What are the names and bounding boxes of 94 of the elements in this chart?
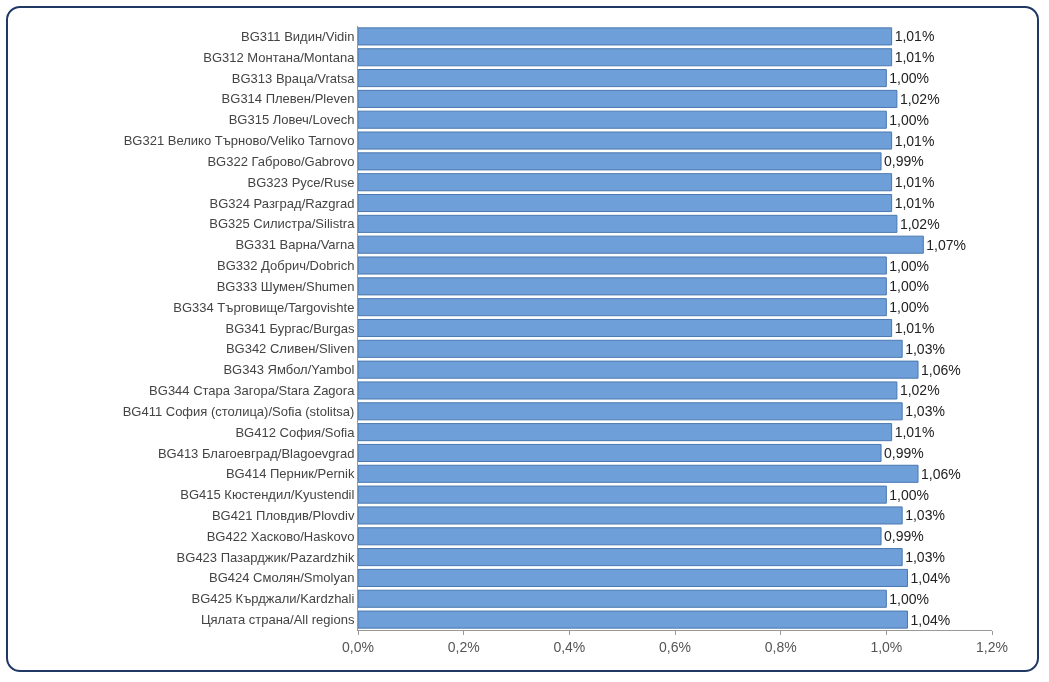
data-label: 1,06%	[921, 361, 961, 378]
bar	[358, 339, 903, 358]
x-tick-label: 0,0%	[342, 638, 374, 655]
x-tick-label: 0,8%	[764, 638, 797, 655]
bar	[358, 173, 893, 192]
y-tick-label: BG332 Добрич/Dobrich	[217, 258, 355, 274]
y-tick-label: BG421 Пловдив/Plovdiv	[211, 508, 355, 523]
bar	[358, 506, 903, 525]
y-tick-label: BG423 Пазарджик/Pazardzhik	[176, 549, 355, 565]
y-tick-label: BG313 Враца/Vratsa	[231, 70, 356, 86]
y-tick-label: BG344 Стара Загора/Stara Zagora	[149, 383, 356, 399]
data-label: 1,00%	[889, 111, 930, 128]
y-tick-label: Цялата страна/All regions	[200, 612, 355, 628]
bar	[358, 464, 919, 483]
bar	[358, 298, 887, 317]
data-label: 1,01%	[894, 132, 935, 149]
y-tick-label: BG323 Русе/Ruse	[247, 174, 355, 190]
data-label: 0,99%	[884, 528, 924, 545]
y-tick-label: BG322 Габрово/Gabrovo	[207, 153, 355, 169]
bar	[358, 152, 882, 171]
y-tick-label: BG425 Кърджали/Kardzhali	[191, 591, 355, 607]
bar	[358, 318, 893, 338]
data-label: 1,01%	[894, 28, 935, 45]
data-label: 1,03%	[905, 340, 945, 357]
data-label: 1,03%	[905, 507, 945, 524]
data-label: 1,00%	[889, 70, 930, 87]
bar	[358, 27, 893, 46]
data-label: 1,02%	[899, 215, 940, 232]
x-tick-label: 0,2%	[447, 638, 480, 655]
data-label: 1,02%	[899, 90, 940, 107]
y-tick-label: BG324 Разград/Razgrad	[209, 195, 355, 211]
data-label: 1,01%	[894, 49, 935, 66]
data-label: 1,04%	[910, 569, 951, 586]
bar	[358, 423, 893, 442]
bar	[358, 277, 887, 296]
data-label: 1,00%	[889, 257, 930, 274]
y-tick-label: BG343 Ямбол/Yambol	[223, 362, 355, 378]
bar	[358, 381, 898, 400]
y-tick-label: BG422 Хасково/Haskovo	[206, 528, 355, 544]
data-label: 1,06%	[921, 465, 961, 482]
y-tick-label: BG342 Сливен/Sliven	[225, 341, 355, 357]
y-tick-label: BG331 Варна/Varna	[235, 237, 356, 253]
x-tick-label: 0,6%	[659, 638, 691, 655]
bar	[358, 589, 887, 608]
data-label: 0,99%	[884, 444, 924, 461]
x-tick-label: 0,4%	[553, 638, 586, 655]
bar	[358, 69, 887, 88]
bar	[358, 610, 908, 629]
bar	[358, 485, 887, 504]
bar	[358, 89, 898, 108]
data-label: 1,02%	[899, 382, 940, 399]
bar	[358, 110, 887, 129]
y-tick-label: BG413 Благоевград/Blagoevgrad	[157, 445, 355, 461]
y-tick-label: BG312 Монтана/Montana	[203, 49, 356, 65]
bar	[358, 568, 908, 587]
data-label: 1,01%	[894, 174, 935, 191]
bar	[358, 194, 893, 213]
bar	[358, 548, 903, 567]
data-label: 1,00%	[889, 590, 930, 607]
y-tick-label: BG333 Шумен/Shumen	[216, 278, 355, 294]
y-tick-label: BG334 Търговище/Targovishte	[173, 299, 355, 315]
data-label: 1,03%	[905, 403, 945, 420]
bar	[358, 443, 882, 462]
y-tick-label: BG415 Кюстендил/Kyustendil	[180, 487, 355, 503]
bar	[358, 256, 887, 275]
y-tick-label: BG411 София (столица)/Sofia (stolitsa)	[122, 403, 355, 419]
bar	[358, 235, 924, 254]
data-label: 1,00%	[889, 299, 930, 316]
y-tick-label: BG412 София/Sofia	[235, 424, 356, 440]
y-tick-label: BG414 Перник/Pernik	[225, 466, 355, 482]
y-tick-label: BG321 Велико Търново/Veliko Tarnovo	[123, 133, 355, 149]
data-label: 1,00%	[889, 486, 930, 503]
data-label: 1,03%	[905, 549, 945, 566]
bar	[358, 214, 898, 233]
bar	[358, 402, 903, 421]
bar	[358, 48, 893, 67]
y-tick-label: BG325 Силистра/Silistra	[209, 216, 356, 232]
data-label: 1,01%	[894, 320, 935, 336]
y-tick-label: BG315 Ловеч/Lovech	[228, 112, 355, 128]
x-tick-label: 1,0%	[870, 638, 903, 655]
data-label: 1,01%	[894, 195, 935, 212]
data-label: 1,01%	[894, 424, 935, 441]
y-tick-label: BG424 Смолян/Smolyan	[209, 570, 355, 586]
y-tick-label: BG311 Видин/Vidin	[241, 28, 355, 44]
data-label: 1,04%	[910, 611, 951, 628]
data-label: 1,00%	[889, 278, 930, 295]
x-tick-label: 1,2%	[976, 638, 1008, 655]
bar	[358, 360, 919, 379]
y-tick-label: BG314 Плевен/Pleven	[221, 91, 355, 107]
data-label: 1,07%	[926, 236, 967, 253]
data-label: 0,99%	[884, 153, 924, 170]
y-tick-label: BG341 Бургас/Burgas	[225, 320, 355, 336]
bar	[358, 527, 882, 546]
bar	[358, 131, 893, 150]
